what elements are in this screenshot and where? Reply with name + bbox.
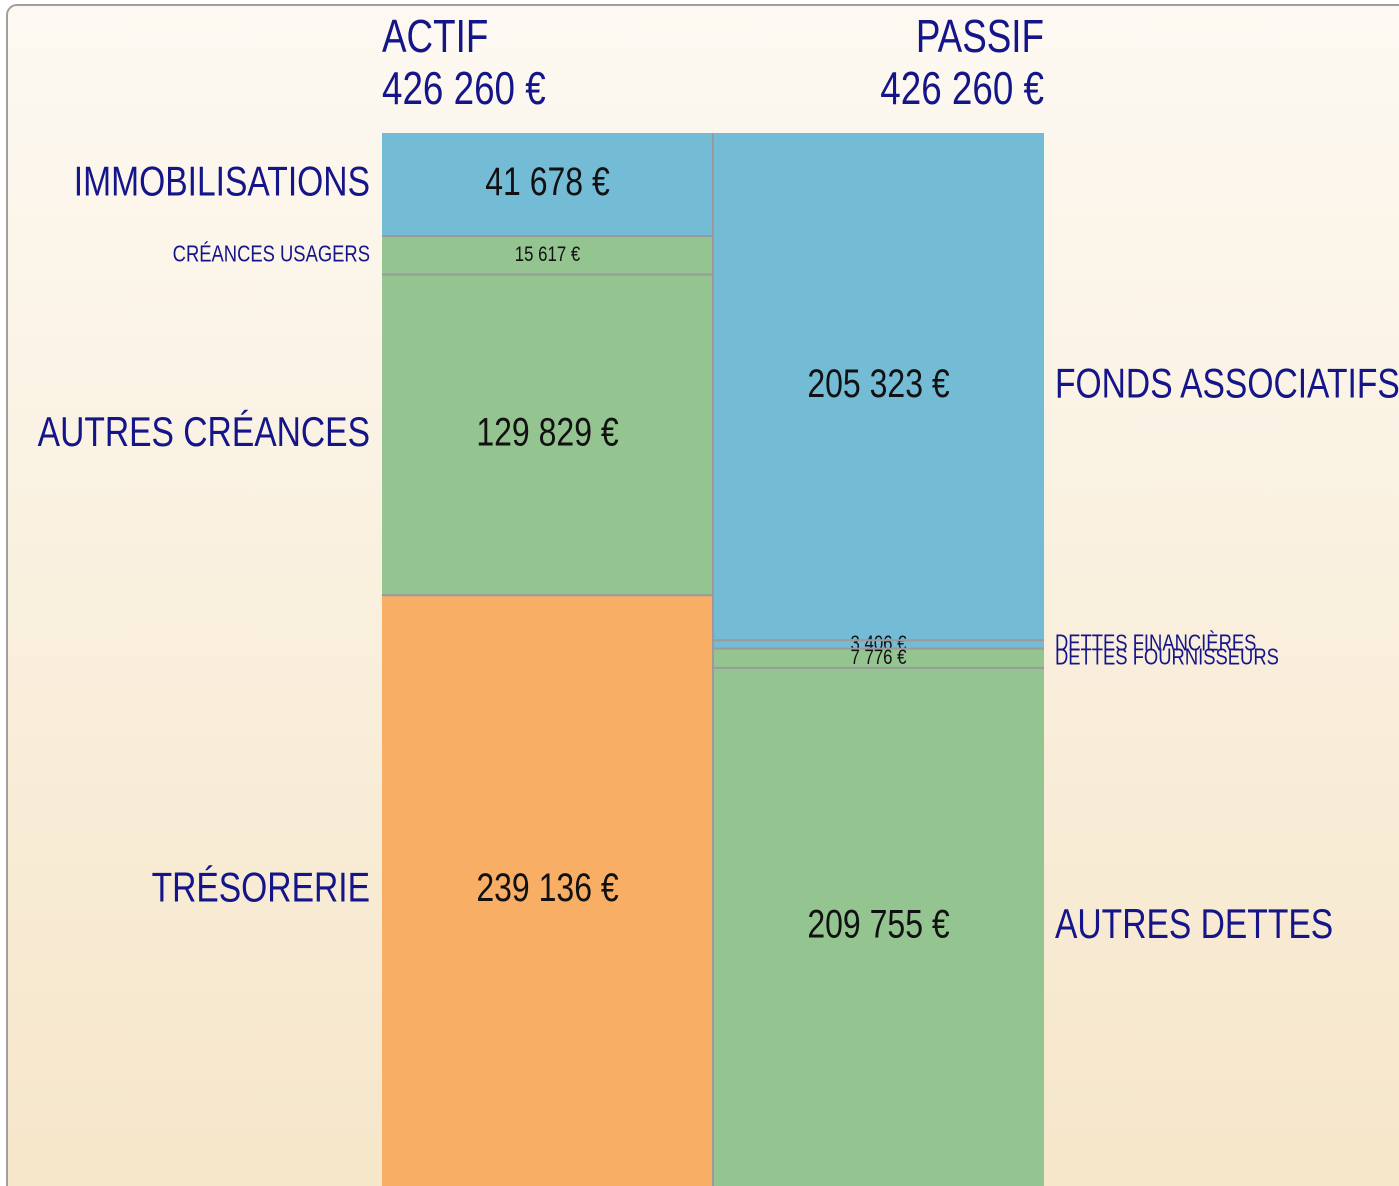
segment-value: 7 776 € — [850, 646, 906, 669]
segment — [382, 133, 713, 236]
segment — [713, 133, 1044, 641]
segment — [713, 648, 1044, 668]
segment-name: FONDS ASSOCIATIFS — [1055, 360, 1399, 407]
segment-value: 129 829 € — [476, 410, 618, 454]
segment-value: 205 323 € — [807, 362, 949, 406]
segment-value: 239 136 € — [476, 866, 618, 910]
segment — [382, 595, 713, 1186]
segment — [382, 235, 713, 275]
segment — [713, 640, 1044, 649]
segment-name: AUTRES CRÉANCES — [38, 408, 370, 455]
segment-name: DETTES FINANCIÈRES — [1055, 629, 1256, 655]
segment — [713, 667, 1044, 1186]
segment-name: CRÉANCES USAGERS — [173, 240, 370, 266]
column-total: 426 260 € — [880, 62, 1044, 114]
segment-name: AUTRES DETTES — [1055, 900, 1333, 947]
column-title: PASSIF — [916, 10, 1044, 62]
segment — [382, 274, 713, 596]
column-total: 426 260 € — [382, 62, 546, 114]
column-title: ACTIF — [382, 10, 488, 62]
segment-name: TRÉSORERIE — [152, 864, 370, 911]
segment-value: 41 678 € — [485, 160, 610, 204]
segment-value: 209 755 € — [807, 902, 949, 946]
segment-value: 15 617 € — [515, 243, 581, 266]
segment-name: IMMOBILISATIONS — [74, 158, 370, 205]
segment-name: DETTES FOURNISSEURS — [1055, 643, 1279, 669]
